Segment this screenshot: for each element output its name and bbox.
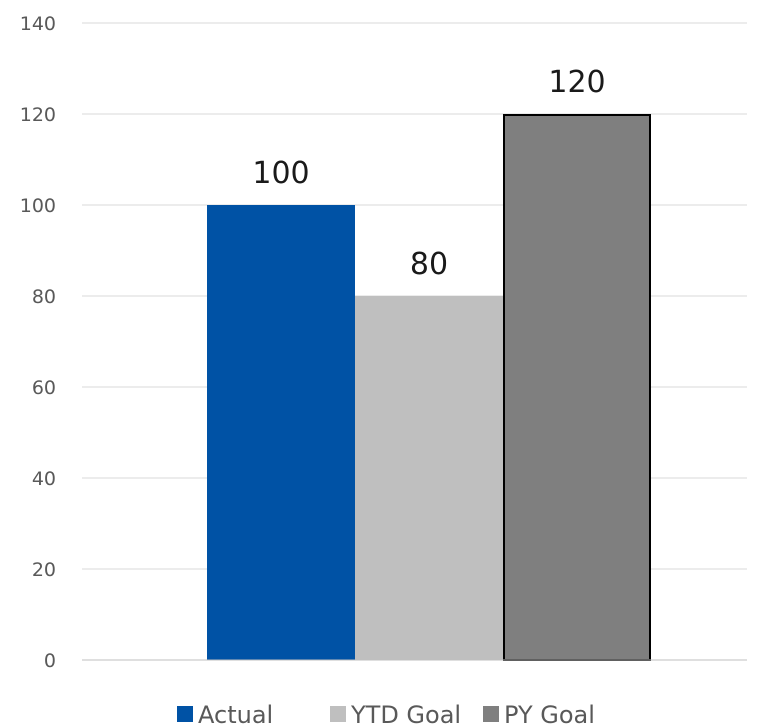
bar-ytd-goal [355, 296, 503, 660]
y-tick-label-40: 40 [32, 468, 56, 490]
y-tick-label-100: 100 [20, 195, 56, 217]
legend-item-actual[interactable]: Actual [177, 701, 273, 727]
legend-swatch-ytd-goal [330, 706, 346, 722]
legend-swatch-actual [177, 706, 193, 722]
data-label-actual: 100 [252, 156, 309, 191]
bar-py-goal [503, 114, 651, 661]
legend-item-py-goal[interactable]: PY Goal [483, 701, 595, 727]
legend-label-ytd-goal: YTD Goal [350, 701, 461, 727]
y-tick-label-20: 20 [32, 559, 56, 581]
data-labels: 100 80 120 [252, 65, 605, 282]
legend[interactable]: Actual YTD Goal PY Goal [177, 701, 595, 727]
legend-label-py-goal: PY Goal [504, 701, 595, 727]
legend-item-ytd-goal[interactable]: YTD Goal [330, 701, 461, 727]
bars [207, 114, 651, 661]
y-axis-tick-labels: 0 20 40 60 80 100 120 140 [20, 13, 56, 672]
y-tick-label-80: 80 [32, 286, 56, 308]
legend-swatch-py-goal [483, 706, 499, 722]
y-tick-label-120: 120 [20, 104, 56, 126]
bar-actual [207, 205, 355, 660]
y-tick-label-0: 0 [44, 650, 56, 672]
y-tick-label-60: 60 [32, 377, 56, 399]
legend-label-actual: Actual [198, 701, 273, 727]
data-label-py-goal: 120 [548, 65, 605, 100]
y-tick-label-140: 140 [20, 13, 56, 35]
data-label-ytd-goal: 80 [410, 247, 448, 282]
